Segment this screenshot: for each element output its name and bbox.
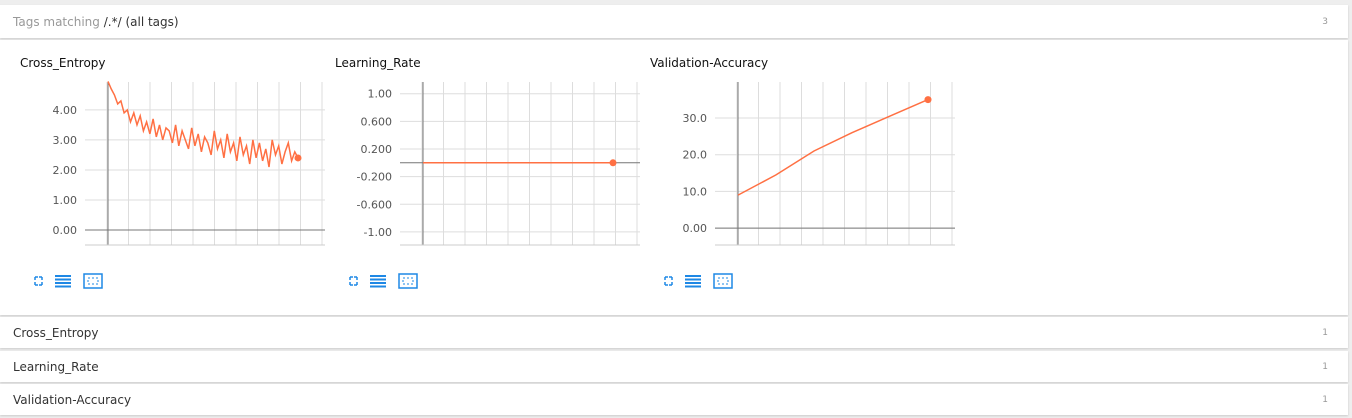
y-tick-label: 0.200 — [361, 143, 393, 156]
data-line — [107, 81, 299, 168]
fullscreen-icon[interactable] — [34, 276, 43, 286]
y-tick-label: 3.00 — [53, 134, 78, 147]
y-tick-label: 10.0 — [683, 185, 708, 198]
y-tick-label: -0.200 — [357, 171, 392, 184]
y-tick-label: 20.0 — [683, 149, 708, 162]
end-point — [609, 159, 617, 167]
section-name: Learning_Rate — [13, 359, 99, 374]
y-tick-label: 1.00 — [368, 88, 393, 101]
section-name: Validation-Accuracy — [13, 392, 132, 407]
fit-icon[interactable] — [398, 273, 418, 289]
chart-title: Learning_Rate — [335, 56, 421, 70]
fit-icon-inner[interactable] — [717, 277, 729, 285]
y-tick-label: 0.00 — [53, 224, 78, 237]
header-count: 3 — [1322, 16, 1328, 27]
section-row[interactable]: Learning_Rate 1 — [0, 351, 1348, 382]
fullscreen-icon[interactable] — [664, 276, 673, 286]
section-count: 1 — [1322, 327, 1328, 338]
y-tick-label: 2.00 — [53, 164, 78, 177]
fullscreen-icon[interactable] — [349, 276, 358, 286]
y-tick-label: -0.600 — [357, 198, 392, 211]
data-icon[interactable] — [55, 275, 71, 288]
fit-icon[interactable] — [83, 273, 103, 289]
header-note: (all tags) — [125, 14, 179, 29]
chart-title: Validation-Accuracy — [650, 56, 768, 70]
header-label: Tags matching — [13, 14, 100, 29]
end-point — [924, 96, 932, 104]
y-tick-label: -1.00 — [364, 226, 392, 239]
section-count: 1 — [1322, 394, 1328, 405]
end-point — [294, 154, 302, 162]
section-row[interactable]: Cross_Entropy 1 — [0, 317, 1348, 348]
y-tick-label: 0.00 — [683, 222, 708, 235]
fit-icon-inner[interactable] — [402, 277, 414, 285]
section-row[interactable]: Validation-Accuracy 1 — [0, 384, 1348, 415]
section-count: 1 — [1322, 361, 1328, 372]
tag-header[interactable]: Tags matching /.*/ (all tags) 3 — [0, 5, 1348, 38]
header-pattern: /.*/ — [103, 14, 122, 29]
data-icon[interactable] — [370, 275, 386, 288]
fit-icon-inner[interactable] — [87, 277, 99, 285]
y-tick-label: 1.00 — [53, 194, 78, 207]
data-line — [737, 98, 929, 196]
section-name: Cross_Entropy — [13, 325, 99, 340]
header-text: Tags matching /.*/ (all tags) — [13, 15, 179, 29]
data-icon[interactable] — [685, 275, 701, 288]
y-tick-label: 4.00 — [53, 104, 78, 117]
chart-title: Cross_Entropy — [20, 56, 106, 70]
fit-icon[interactable] — [713, 273, 733, 289]
y-tick-label: 0.600 — [361, 115, 393, 128]
y-tick-label: 30.0 — [683, 112, 708, 125]
chart-panel: Cross_Entropy 0.00 1.00 2.00 3.00 4.00 Learnin… — [0, 40, 1348, 315]
